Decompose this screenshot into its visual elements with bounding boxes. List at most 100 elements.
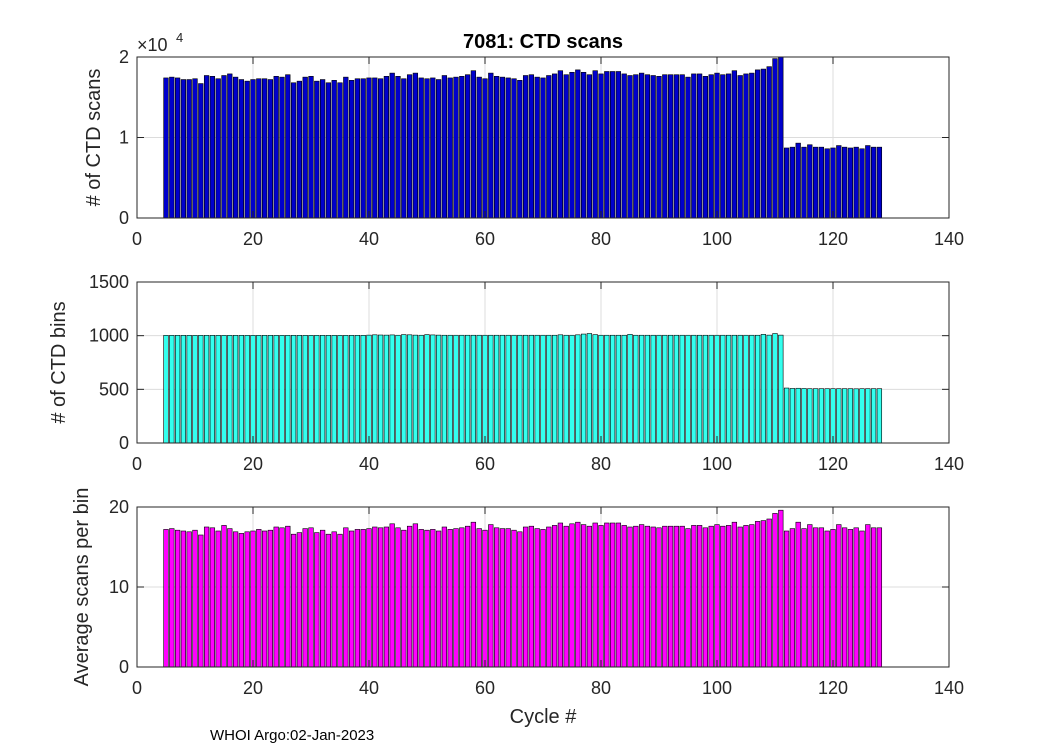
bar bbox=[812, 146, 819, 219]
bar bbox=[377, 78, 384, 219]
bar bbox=[662, 334, 668, 444]
bar bbox=[441, 334, 448, 444]
bar bbox=[859, 530, 865, 668]
bar bbox=[372, 77, 378, 219]
bar bbox=[470, 70, 477, 219]
bar bbox=[348, 80, 355, 219]
x-tick-label: 20 bbox=[243, 454, 263, 474]
bar bbox=[499, 334, 506, 444]
bar bbox=[766, 66, 772, 219]
bar bbox=[615, 71, 622, 219]
x-tick-label: 40 bbox=[359, 454, 379, 474]
bar bbox=[604, 71, 610, 219]
bar bbox=[801, 528, 807, 668]
x-tick-label: 100 bbox=[702, 454, 732, 474]
bar bbox=[319, 79, 326, 219]
bar bbox=[418, 529, 424, 668]
bar bbox=[488, 334, 494, 444]
bar bbox=[192, 529, 198, 668]
bar bbox=[395, 334, 401, 444]
bar bbox=[836, 388, 842, 444]
bar bbox=[696, 334, 703, 444]
bar bbox=[366, 77, 372, 219]
y-tick-label: 1000 bbox=[89, 326, 129, 346]
bar bbox=[760, 334, 767, 444]
bar bbox=[656, 334, 662, 444]
bar bbox=[778, 509, 784, 668]
bar bbox=[290, 82, 297, 219]
bar bbox=[493, 76, 500, 219]
bar bbox=[749, 72, 755, 219]
bar bbox=[656, 527, 662, 668]
bar bbox=[337, 533, 343, 668]
bar bbox=[180, 79, 187, 219]
bar bbox=[870, 146, 877, 219]
bar bbox=[470, 334, 477, 444]
bar bbox=[186, 531, 192, 668]
bar bbox=[522, 75, 529, 219]
bar bbox=[662, 525, 668, 668]
bar bbox=[575, 521, 581, 668]
bar bbox=[708, 334, 714, 444]
bar bbox=[679, 334, 685, 444]
bar bbox=[760, 520, 767, 668]
bar bbox=[534, 528, 540, 668]
bar bbox=[186, 79, 192, 219]
bar bbox=[169, 76, 175, 219]
bar bbox=[725, 525, 732, 668]
bar bbox=[673, 525, 680, 668]
bar bbox=[476, 528, 482, 668]
bar bbox=[673, 334, 680, 444]
bar bbox=[464, 74, 471, 219]
x-axis-label: Cycle # bbox=[510, 706, 578, 728]
bar bbox=[557, 522, 564, 668]
bar bbox=[580, 71, 587, 219]
y-tick-label: 0 bbox=[119, 433, 129, 453]
x-tick-label: 100 bbox=[702, 229, 732, 249]
bar bbox=[824, 530, 830, 668]
bar bbox=[215, 530, 221, 668]
bar bbox=[285, 335, 291, 444]
bar bbox=[749, 334, 755, 444]
bar bbox=[372, 334, 378, 444]
bar bbox=[354, 335, 361, 444]
bar bbox=[302, 76, 308, 219]
bar bbox=[406, 74, 413, 219]
x-tick-label: 140 bbox=[934, 678, 964, 698]
bar bbox=[528, 74, 535, 219]
bar bbox=[644, 525, 651, 668]
x-tick-label: 120 bbox=[818, 229, 848, 249]
bar bbox=[818, 388, 825, 444]
bar bbox=[250, 79, 256, 219]
bar bbox=[209, 335, 216, 444]
bar bbox=[343, 335, 349, 444]
bar bbox=[847, 529, 854, 668]
bar bbox=[244, 335, 250, 444]
bar bbox=[824, 388, 830, 444]
bar bbox=[203, 75, 210, 219]
y-tick-label: 1 bbox=[119, 128, 129, 148]
bar bbox=[667, 525, 674, 668]
bar bbox=[522, 526, 529, 668]
bar bbox=[331, 335, 337, 444]
bar bbox=[464, 525, 471, 668]
bar bbox=[493, 527, 500, 668]
x-tick-label: 0 bbox=[132, 229, 142, 249]
bar bbox=[650, 75, 656, 219]
bar bbox=[604, 522, 610, 668]
bar bbox=[244, 531, 250, 668]
bar bbox=[725, 334, 732, 444]
bar bbox=[464, 334, 471, 444]
bar bbox=[505, 334, 511, 444]
bar bbox=[308, 76, 314, 219]
bar bbox=[314, 335, 320, 444]
y-axis-label: Average scans per bin bbox=[71, 488, 93, 687]
bar bbox=[453, 76, 459, 219]
bar bbox=[783, 530, 790, 668]
x-tick-label: 20 bbox=[243, 678, 263, 698]
bar bbox=[459, 334, 465, 444]
bar bbox=[621, 334, 627, 444]
bar bbox=[749, 524, 755, 668]
footer-stamp: WHOI Argo:02-Jan-2023 bbox=[210, 727, 375, 744]
